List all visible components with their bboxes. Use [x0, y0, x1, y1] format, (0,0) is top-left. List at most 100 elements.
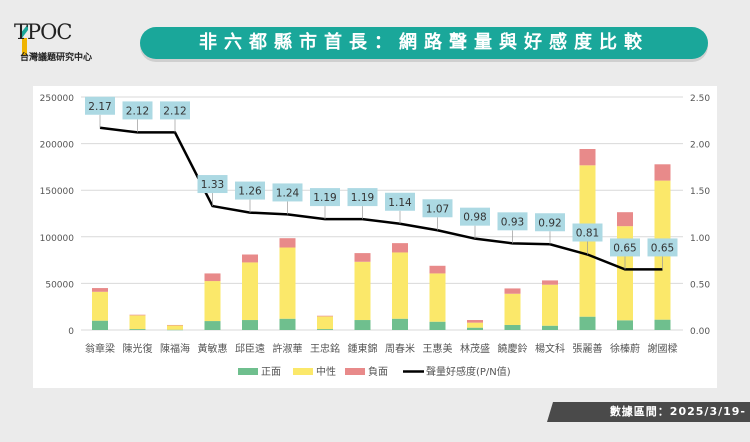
data-label: 1.19	[313, 192, 336, 204]
data-label-box	[422, 199, 453, 218]
legend-label: 正面	[261, 367, 281, 378]
page-title: 非六都縣市首長：網路聲量與好感度比較	[140, 27, 708, 59]
data-label: 1.19	[351, 192, 374, 204]
data-label-box	[497, 212, 528, 231]
bar-positive	[242, 320, 258, 330]
bar-positive	[92, 320, 108, 330]
category-label: 陳福海	[160, 342, 190, 355]
bar-negative	[429, 265, 446, 274]
left-axis-tick: 150000	[40, 187, 75, 197]
bar-positive	[542, 325, 558, 330]
data-label-box	[385, 192, 415, 211]
legend-swatch-neutral	[293, 368, 313, 375]
category-label: 謝國樑	[648, 342, 678, 355]
bar-negative	[167, 324, 183, 326]
bar-neutral	[317, 316, 333, 330]
data-label: 2.12	[126, 105, 149, 117]
data-label: 0.65	[613, 242, 636, 254]
category-label: 許淑華	[273, 342, 303, 355]
bar-positive	[354, 320, 371, 330]
category-label: 張麗善	[573, 342, 603, 355]
bar-positive	[167, 329, 183, 331]
data-label-box	[610, 238, 640, 257]
data-label-box	[122, 101, 153, 120]
logo-mark-icon	[20, 24, 28, 56]
category-label: 林茂盛	[460, 342, 490, 355]
bar-neutral	[392, 252, 408, 319]
left-axis-tick: 0	[68, 327, 74, 337]
data-label: 0.98	[463, 212, 486, 224]
bar-negative	[542, 280, 558, 285]
category-label: 王忠銘	[310, 342, 340, 355]
left-axis-tick: 200000	[40, 141, 75, 151]
right-axis-tick: 1.50	[690, 187, 710, 197]
right-axis-tick: 0.50	[690, 280, 710, 290]
data-label-box	[572, 223, 603, 242]
chart: 0 50000 100000 150000 200000 250000 0.00 0.50 1.…	[40, 94, 711, 378]
data-label: 1.24	[276, 187, 300, 199]
right-axis-tick: 1.00	[690, 234, 710, 244]
logo-text: TPOC	[14, 20, 72, 44]
bar-negative	[129, 314, 146, 316]
left-axis-tick: 250000	[40, 94, 75, 104]
bar-negative	[279, 238, 296, 248]
legend-swatch-positive	[238, 368, 258, 375]
bar-positive	[429, 321, 446, 330]
data-label: 2.12	[163, 105, 186, 117]
date-range: 數據區間：2025/3/19-2025/9/17	[547, 402, 750, 422]
tpoc-logo	[14, 14, 124, 64]
bar-positive	[204, 321, 221, 330]
bar-positive	[279, 318, 296, 330]
data-label-box	[272, 183, 303, 202]
bar-neutral	[467, 322, 483, 328]
bar-negative	[204, 273, 221, 282]
category-label: 饒慶鈴	[498, 342, 528, 355]
data-label: 2.17	[88, 101, 111, 113]
data-label-box	[535, 213, 565, 232]
category-label: 楊文科	[535, 342, 565, 355]
legend-label: 聲量好感度(P/N值)	[426, 365, 511, 378]
left-axis-tick: 50000	[45, 280, 74, 290]
bar-negative	[242, 254, 258, 263]
category-label: 徐榛蔚	[610, 342, 640, 355]
bar-negative	[579, 149, 596, 166]
category-label: 王惠美	[423, 342, 453, 355]
bar-neutral	[354, 261, 371, 321]
category-label: 邱臣遠	[235, 342, 265, 355]
bar-negative	[317, 315, 333, 317]
category-label: 翁章梁	[85, 342, 115, 355]
data-label: 0.92	[538, 217, 561, 229]
data-label-box	[347, 188, 378, 207]
data-label: 0.65	[651, 242, 674, 254]
bar-neutral	[279, 247, 296, 319]
bar-negative	[354, 253, 371, 262]
bar-positive	[392, 318, 408, 330]
left-axis-tick: 100000	[40, 234, 75, 244]
data-label: 0.81	[576, 228, 599, 240]
data-label: 1.07	[426, 203, 449, 215]
category-label: 黃敏惠	[198, 342, 228, 355]
data-label-box	[235, 181, 265, 200]
bar-positive	[129, 329, 146, 330]
bar-negative	[617, 212, 633, 227]
bar-neutral	[504, 293, 521, 325]
right-axis-tick: 2.50	[690, 94, 710, 104]
data-label-box	[85, 96, 115, 115]
data-label-box	[460, 207, 490, 226]
legend-swatch-negative	[345, 368, 365, 375]
bar-neutral	[542, 284, 558, 326]
bar-neutral	[92, 291, 108, 321]
bar-positive	[504, 324, 521, 330]
data-label-box	[310, 188, 340, 207]
bar-negative	[392, 243, 408, 253]
data-label-box	[197, 175, 228, 194]
data-label: 1.26	[238, 186, 262, 198]
bar-positive	[654, 319, 671, 330]
category-label: 陳光復	[123, 342, 153, 355]
bar-negative	[504, 288, 521, 294]
category-label: 鍾東錦	[348, 342, 378, 355]
data-label-box	[160, 101, 190, 120]
bar-negative	[92, 288, 108, 292]
bar-neutral	[429, 273, 446, 322]
bar-neutral	[167, 325, 183, 330]
